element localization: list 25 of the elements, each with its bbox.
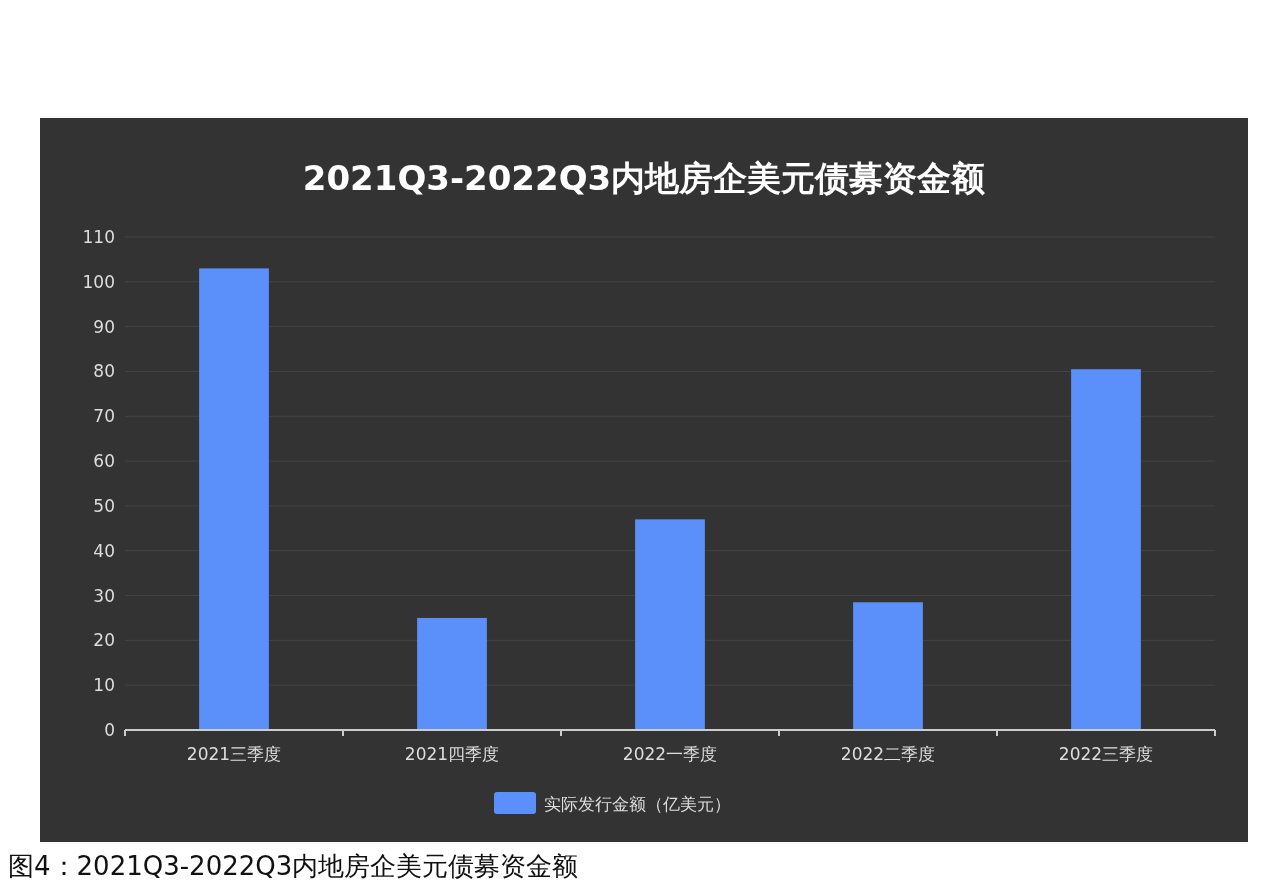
y-tick-label: 70 — [93, 406, 115, 427]
x-tick-label: 2021三季度 — [186, 744, 282, 764]
y-tick-label: 80 — [93, 361, 115, 382]
bar — [199, 268, 269, 730]
bar — [853, 602, 923, 730]
x-tick-label: 2022一季度 — [622, 744, 718, 764]
y-tick-label: 100 — [82, 271, 115, 292]
x-tick-label: 2022二季度 — [840, 744, 936, 764]
caption: 图4：2021Q3-2022Q3内地房企美元债募资金额 — [8, 851, 579, 881]
y-tick-label: 20 — [93, 630, 115, 651]
y-tick-label: 0 — [104, 720, 115, 740]
y-tick-label: 60 — [93, 451, 115, 472]
legend-label: 实际发行金额（亿美元） — [544, 794, 731, 814]
y-tick-label: 30 — [93, 585, 115, 606]
bar — [417, 617, 487, 730]
chart-title: 2021Q3-2022Q3内地房企美元债募资金额 — [302, 158, 986, 198]
bar — [635, 519, 705, 730]
y-tick-label: 50 — [93, 495, 115, 516]
y-tick-label: 40 — [93, 540, 115, 561]
y-tick-label: 110 — [82, 227, 115, 247]
y-tick-label: 10 — [93, 675, 115, 696]
y-tick-label: 90 — [93, 316, 115, 337]
bar — [1071, 369, 1141, 730]
x-tick-label: 2022三季度 — [1058, 744, 1154, 764]
x-tick-label: 2021四季度 — [404, 744, 500, 764]
